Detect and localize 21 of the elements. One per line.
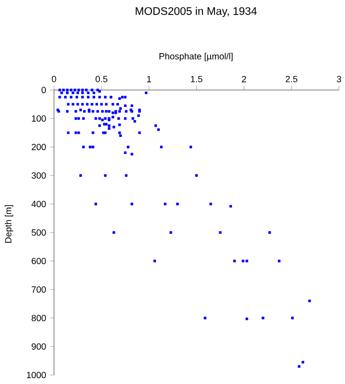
y-axis-title: Depth [m]: [4, 205, 14, 243]
x-tick-label: 2.5: [286, 76, 298, 82]
x-tick-label: 0: [52, 76, 56, 82]
y-tick-label: 0: [42, 86, 46, 94]
x-tick-label: 0.5: [96, 76, 108, 82]
x-axis-title: Phosphate [µmol/l]: [160, 52, 233, 62]
y-tick-label: 1000: [26, 372, 46, 378]
y-tick-label: 100: [32, 115, 46, 122]
y-tick-label: 700: [32, 286, 46, 293]
chart-title: MODS2005 in May, 1934: [136, 6, 257, 18]
x-tick-label: 1: [147, 76, 152, 82]
y-tick-label: 800: [32, 314, 46, 322]
y-tick-label: 900: [32, 343, 46, 350]
y-tick-label: 200: [32, 144, 46, 150]
y-tick-label: 400: [31, 200, 46, 208]
x-tick-label: 2: [242, 76, 246, 82]
x-tick-label: 1.5: [190, 76, 202, 82]
x-tick-label: 3: [336, 76, 342, 82]
y-tick-label: 300: [32, 172, 46, 179]
y-tick-label: 500: [32, 229, 46, 236]
y-tick-label: 600: [32, 258, 46, 264]
